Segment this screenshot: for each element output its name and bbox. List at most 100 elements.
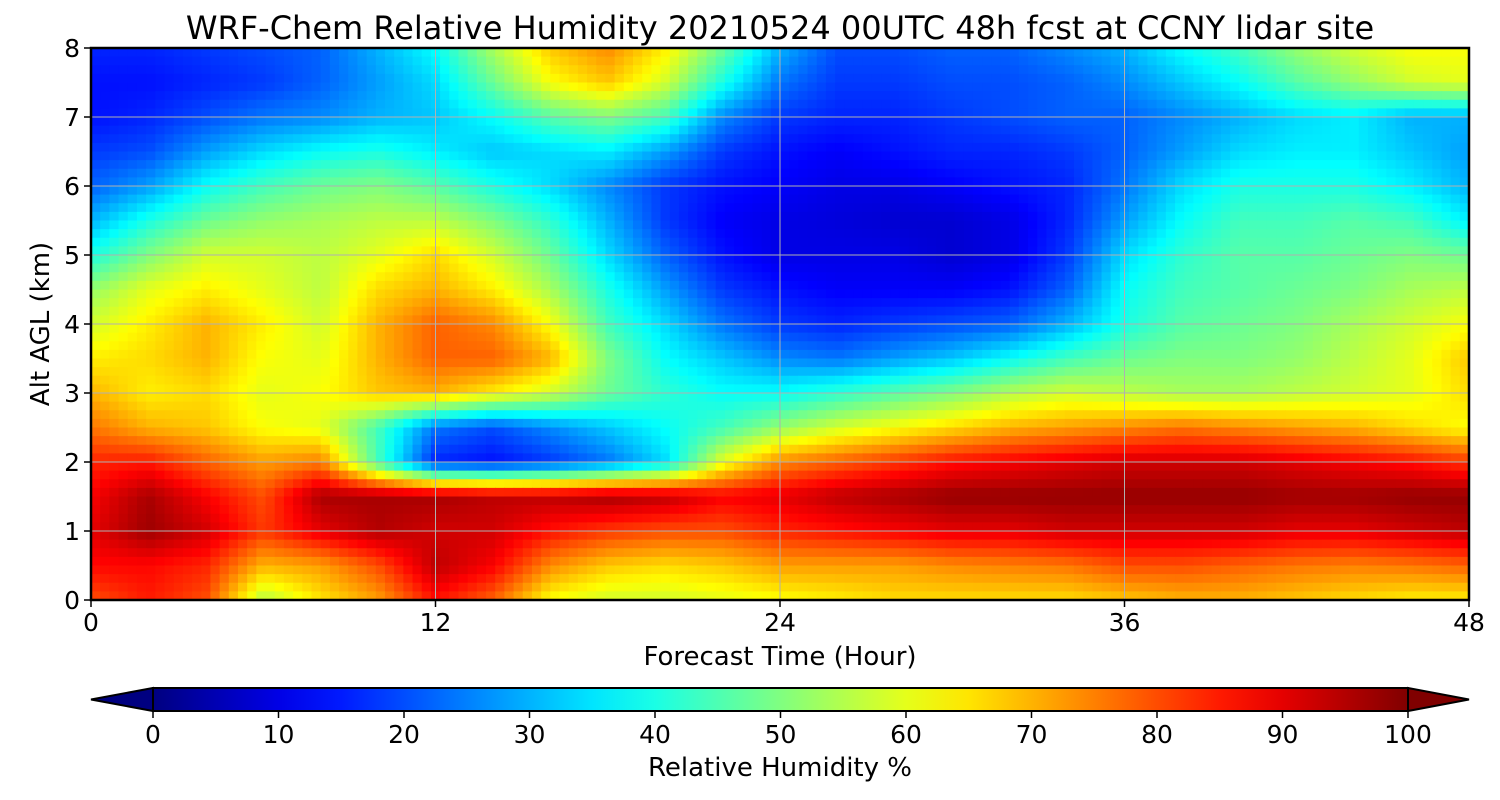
heatmap-cell bbox=[1312, 229, 1323, 239]
heatmap-cell bbox=[357, 186, 368, 196]
heatmap-cell bbox=[1110, 298, 1121, 308]
heatmap-cell bbox=[412, 272, 423, 282]
heatmap-cell bbox=[1377, 220, 1387, 230]
heatmap-cell bbox=[109, 289, 120, 299]
heatmap-cell bbox=[1331, 108, 1341, 118]
heatmap-cell bbox=[541, 48, 551, 58]
heatmap-cell bbox=[1331, 177, 1341, 187]
heatmap-cell bbox=[881, 289, 891, 299]
heatmap-cell bbox=[109, 203, 120, 213]
heatmap-cell bbox=[1413, 298, 1424, 308]
heatmap-cell bbox=[127, 332, 138, 342]
heatmap-cell bbox=[375, 315, 386, 325]
heatmap-cell bbox=[192, 125, 202, 135]
heatmap-cell bbox=[256, 125, 267, 135]
heatmap-cell bbox=[1239, 272, 1250, 282]
heatmap-cell bbox=[881, 91, 891, 101]
heatmap-cell bbox=[853, 73, 864, 84]
heatmap-cell bbox=[587, 160, 597, 170]
heatmap-cell bbox=[780, 298, 790, 308]
heatmap-cell bbox=[605, 125, 616, 135]
heatmap-cell bbox=[118, 246, 129, 256]
heatmap-cell bbox=[577, 48, 588, 58]
heatmap-cell bbox=[1147, 125, 1158, 135]
heatmap-cell bbox=[440, 186, 450, 196]
heatmap-cell bbox=[1404, 91, 1415, 101]
heatmap-cell bbox=[633, 108, 643, 118]
heatmap-cell bbox=[605, 177, 616, 187]
heatmap-cell bbox=[109, 134, 120, 144]
heatmap-cell bbox=[476, 186, 487, 196]
heatmap-cell bbox=[614, 324, 625, 334]
heatmap-cell bbox=[274, 177, 285, 187]
heatmap-cell bbox=[375, 332, 386, 342]
heatmap-cell bbox=[1175, 134, 1185, 144]
heatmap-cell bbox=[890, 203, 901, 213]
heatmap-cell bbox=[1276, 82, 1286, 92]
heatmap-cell bbox=[1322, 229, 1332, 239]
heatmap-cell bbox=[109, 73, 120, 84]
heatmap-cell bbox=[881, 246, 891, 256]
heatmap-cell bbox=[1257, 203, 1268, 213]
heatmap-cell bbox=[752, 108, 763, 118]
heatmap-cell bbox=[807, 263, 818, 273]
heatmap-cell bbox=[770, 73, 781, 84]
heatmap-cell bbox=[1092, 99, 1103, 109]
heatmap-cell bbox=[348, 91, 359, 101]
heatmap-cell bbox=[1101, 263, 1112, 273]
heatmap-cell bbox=[917, 134, 928, 144]
heatmap-cell bbox=[1220, 134, 1231, 144]
heatmap-cell bbox=[890, 151, 901, 161]
heatmap-cell bbox=[1459, 255, 1469, 265]
heatmap-cell bbox=[871, 289, 882, 299]
heatmap-cell bbox=[587, 229, 597, 239]
heatmap-cell bbox=[789, 91, 799, 101]
heatmap-cell bbox=[550, 237, 561, 247]
heatmap-cell bbox=[917, 298, 928, 308]
heatmap-cell bbox=[1083, 99, 1093, 109]
heatmap-cell bbox=[1202, 237, 1213, 247]
heatmap-cell bbox=[724, 203, 735, 213]
heatmap-cell bbox=[715, 108, 726, 118]
heatmap-cell bbox=[982, 168, 992, 178]
heatmap-cell bbox=[311, 82, 322, 92]
heatmap-cell bbox=[357, 255, 368, 265]
heatmap-cell bbox=[1423, 82, 1433, 92]
heatmap-cell bbox=[743, 237, 754, 247]
heatmap-cell bbox=[1037, 211, 1048, 222]
heatmap-cell bbox=[1322, 82, 1332, 92]
heatmap-cell bbox=[1101, 168, 1112, 178]
heatmap-cell bbox=[945, 117, 956, 127]
heatmap-cell bbox=[1193, 298, 1204, 308]
heatmap-cell bbox=[587, 151, 597, 161]
heatmap-cell bbox=[1073, 73, 1084, 84]
heatmap-cell bbox=[559, 255, 570, 265]
heatmap-cell bbox=[688, 99, 698, 109]
heatmap-cell bbox=[605, 65, 616, 75]
heatmap-cell bbox=[1276, 211, 1286, 222]
heatmap-cell bbox=[688, 194, 698, 204]
heatmap-cell bbox=[972, 324, 983, 334]
heatmap-cell bbox=[1230, 306, 1240, 316]
heatmap-cell bbox=[421, 324, 432, 334]
heatmap-cell bbox=[1193, 306, 1204, 316]
heatmap-cell bbox=[504, 160, 515, 170]
heatmap-cell bbox=[899, 194, 910, 204]
heatmap-cell bbox=[614, 315, 625, 325]
heatmap-cell bbox=[1459, 324, 1469, 334]
heatmap-cell bbox=[1046, 255, 1057, 265]
heatmap-cell bbox=[1459, 65, 1469, 75]
heatmap-cell bbox=[752, 229, 763, 239]
heatmap-cell bbox=[1450, 82, 1461, 92]
heatmap-cell bbox=[752, 125, 763, 135]
heatmap-cell bbox=[1138, 186, 1149, 196]
heatmap-cell bbox=[587, 48, 597, 58]
heatmap-cell bbox=[1340, 306, 1351, 316]
heatmap-cell bbox=[228, 289, 239, 299]
heatmap-cell bbox=[476, 203, 487, 213]
heatmap-cell bbox=[1441, 99, 1452, 109]
heatmap-cell bbox=[375, 108, 386, 118]
heatmap-cell bbox=[761, 272, 772, 282]
heatmap-cell bbox=[100, 82, 110, 92]
heatmap-cell bbox=[697, 280, 708, 291]
